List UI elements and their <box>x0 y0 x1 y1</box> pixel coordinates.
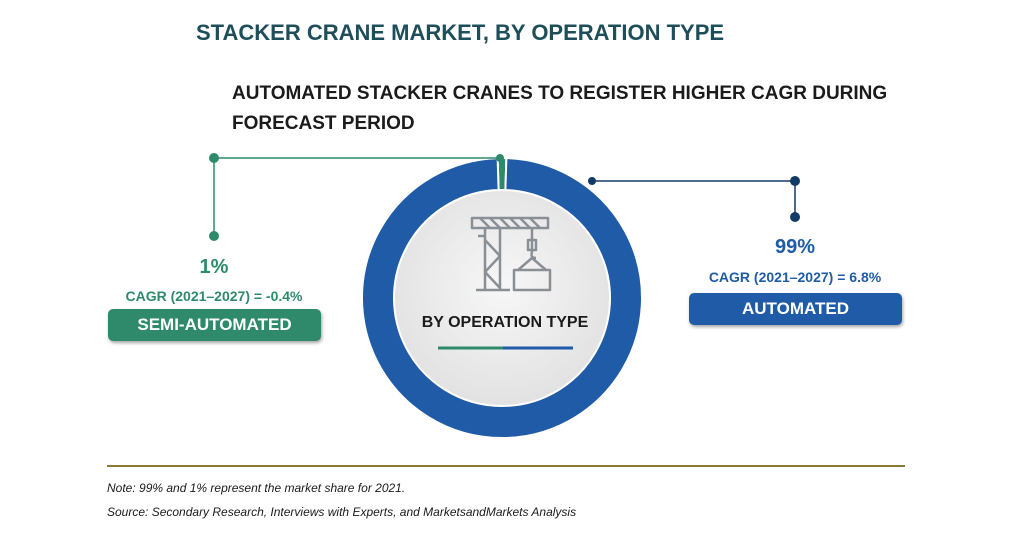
semi-automated-category-badge: SEMI-AUTOMATED <box>108 309 321 341</box>
donut-slices <box>361 156 643 439</box>
semi-automated-cagr-label: CAGR (2021–2027) = -0.4% <box>125 288 303 304</box>
automated-leader <box>588 176 800 222</box>
footer-divider <box>107 465 905 467</box>
chart-title: STACKER CRANE MARKET, BY OPERATION TYPE <box>196 20 725 45</box>
automated-share-label: 99% <box>774 236 816 258</box>
automated-cagr-label: CAGR (2021–2027) = 6.8% <box>708 269 882 285</box>
automated-category-badge: AUTOMATED <box>689 293 902 325</box>
semi-automated-leader <box>209 153 504 241</box>
source-note: Source: Secondary Research, Interviews w… <box>107 505 577 519</box>
center-disc <box>395 191 609 405</box>
stacker-crane-icon <box>470 216 552 292</box>
donut-slice-automated <box>361 157 643 439</box>
center-label: BY OPERATION TYPE <box>421 314 589 331</box>
footnote: Note: 99% and 1% represent the market sh… <box>107 481 406 495</box>
chart-subtitle: AUTOMATED STACKER CRANES TO REGISTER HIG… <box>232 83 888 134</box>
semi-automated-share-label: 1% <box>199 256 229 278</box>
